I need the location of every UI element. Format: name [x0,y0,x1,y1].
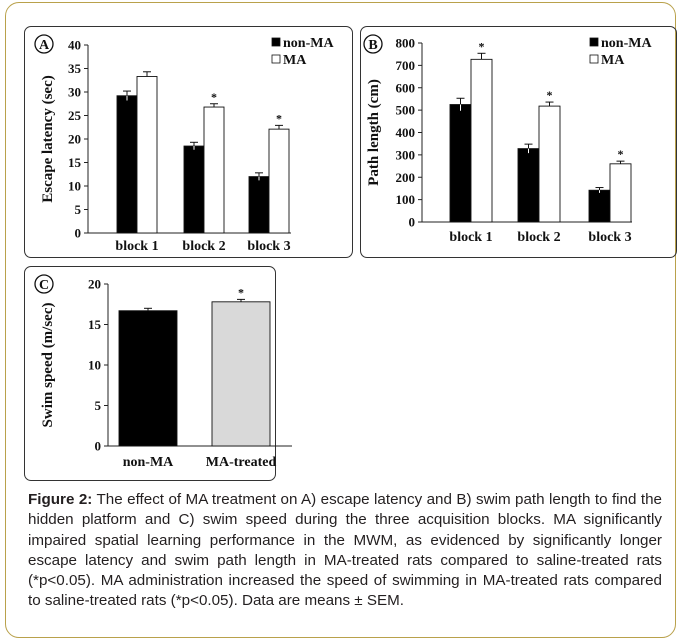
chart-b-y-tick-label: 100 [396,192,416,207]
chart-b-y-tick-label: 500 [396,103,416,118]
chart-b-bar-non-MA [588,189,611,223]
chart-b-y-tick-label: 800 [396,36,416,51]
figure-charts: A 0 5 10 15 20 25 30 35 40 Escape latency (sec) blo… [34,34,652,470]
chart-b-x-tick-label: block 3 [588,230,631,245]
chart-c-y-tick-label: 0 [95,439,102,454]
chart-b-legend-label-MA: MA [601,53,625,68]
chart-b-x-tick-label: block 2 [517,230,560,245]
chart-a-y-label: Escape latency (sec) [40,75,56,202]
chart-b-legend-swatch-non-MA [589,37,599,47]
caption-text: The effect of MA treatment on A) escape … [28,491,662,610]
panel-b-border [360,26,677,258]
chart-c-significance-marker: * [238,285,244,299]
chart-a-bar-MA [203,106,225,234]
chart-b-panel-label: B [368,38,377,53]
chart-a-significance-marker: * [211,90,217,104]
chart-a-y-tick-label: 40 [68,38,81,53]
chart-b-bar-MA [538,105,561,223]
figure-caption: Figure 2: The effect of MA treatment on … [28,490,662,612]
chart-c-x-tick-label: MA-treated [206,455,277,470]
chart-b-y-tick-label: 0 [409,215,416,230]
chart-c-y-label: Swim speed (m/sec) [40,303,56,428]
panel-c-border [24,266,276,481]
chart-a-y-tick-label: 15 [68,155,82,170]
panel-a-border [24,26,353,258]
chart-a-bar-MA [268,128,290,234]
chart-b-bar-non-MA [517,148,540,223]
chart-b-y-tick-label: 400 [396,125,416,140]
chart-c-panel-label: C [39,278,49,293]
chart-b-significance-marker: * [547,88,553,102]
chart-a-legend-label-MA: MA [283,53,307,68]
chart-a-y-tick-label: 10 [68,179,81,194]
chart-b-y-label: Path length (cm) [366,79,382,186]
chart-c-y-tick-label: 15 [88,317,102,332]
chart-a-bar-MA [136,76,158,234]
chart-b-y-tick-label: 600 [396,80,416,95]
chart-a-x-tick-label: block 3 [247,239,290,254]
chart-c-bar-MA-treated [211,301,271,447]
chart-b-y-tick-label: 300 [396,147,416,162]
chart-b-significance-marker: * [479,39,485,53]
chart-a-y-tick-label: 0 [75,226,82,241]
chart-c-label-circle [34,274,54,294]
chart-a-legend-label-non-MA: non-MA [283,36,334,51]
chart-c-y-tick-label: 20 [88,277,101,292]
chart-a-x-tick-label: block 2 [182,239,225,254]
caption-label: Figure 2: [28,491,93,508]
chart-a-panel-label: A [39,38,50,53]
chart-a-bar-non-MA [116,95,138,234]
chart-b-bar-MA [609,163,632,223]
chart-a-y-tick-label: 25 [68,108,82,123]
chart-a-y-tick-label: 30 [68,85,81,100]
chart-c-y-tick-label: 5 [95,398,102,413]
chart-b-label-circle [363,34,383,54]
chart-a-label-circle [34,34,54,54]
chart-a-x-tick-label: block 1 [115,239,158,254]
chart-c-x-tick-label: non-MA [123,455,174,470]
chart-c-bar-non-MA [118,310,178,447]
chart-a-significance-marker: * [276,111,282,125]
chart-a-y-tick-label: 5 [75,202,82,217]
chart-b-legend-swatch-MA [589,54,599,64]
chart-b-bar-MA [470,58,493,223]
chart-b-y-tick-label: 200 [396,170,416,185]
chart-b-significance-marker: * [618,147,624,161]
chart-a-legend-swatch-non-MA [271,37,281,47]
chart-a-y-tick-label: 35 [68,61,82,76]
chart-b-y-tick-label: 700 [396,58,416,73]
chart-a-bar-non-MA [183,145,205,234]
chart-a-legend-swatch-MA [271,54,281,64]
chart-b-legend-label-non-MA: non-MA [601,36,652,51]
chart-a-y-tick-label: 20 [68,132,81,147]
chart-b-x-tick-label: block 1 [449,230,492,245]
chart-b-bar-non-MA [449,104,472,223]
chart-c-y-tick-label: 10 [88,358,101,373]
chart-a-bar-non-MA [248,176,270,234]
